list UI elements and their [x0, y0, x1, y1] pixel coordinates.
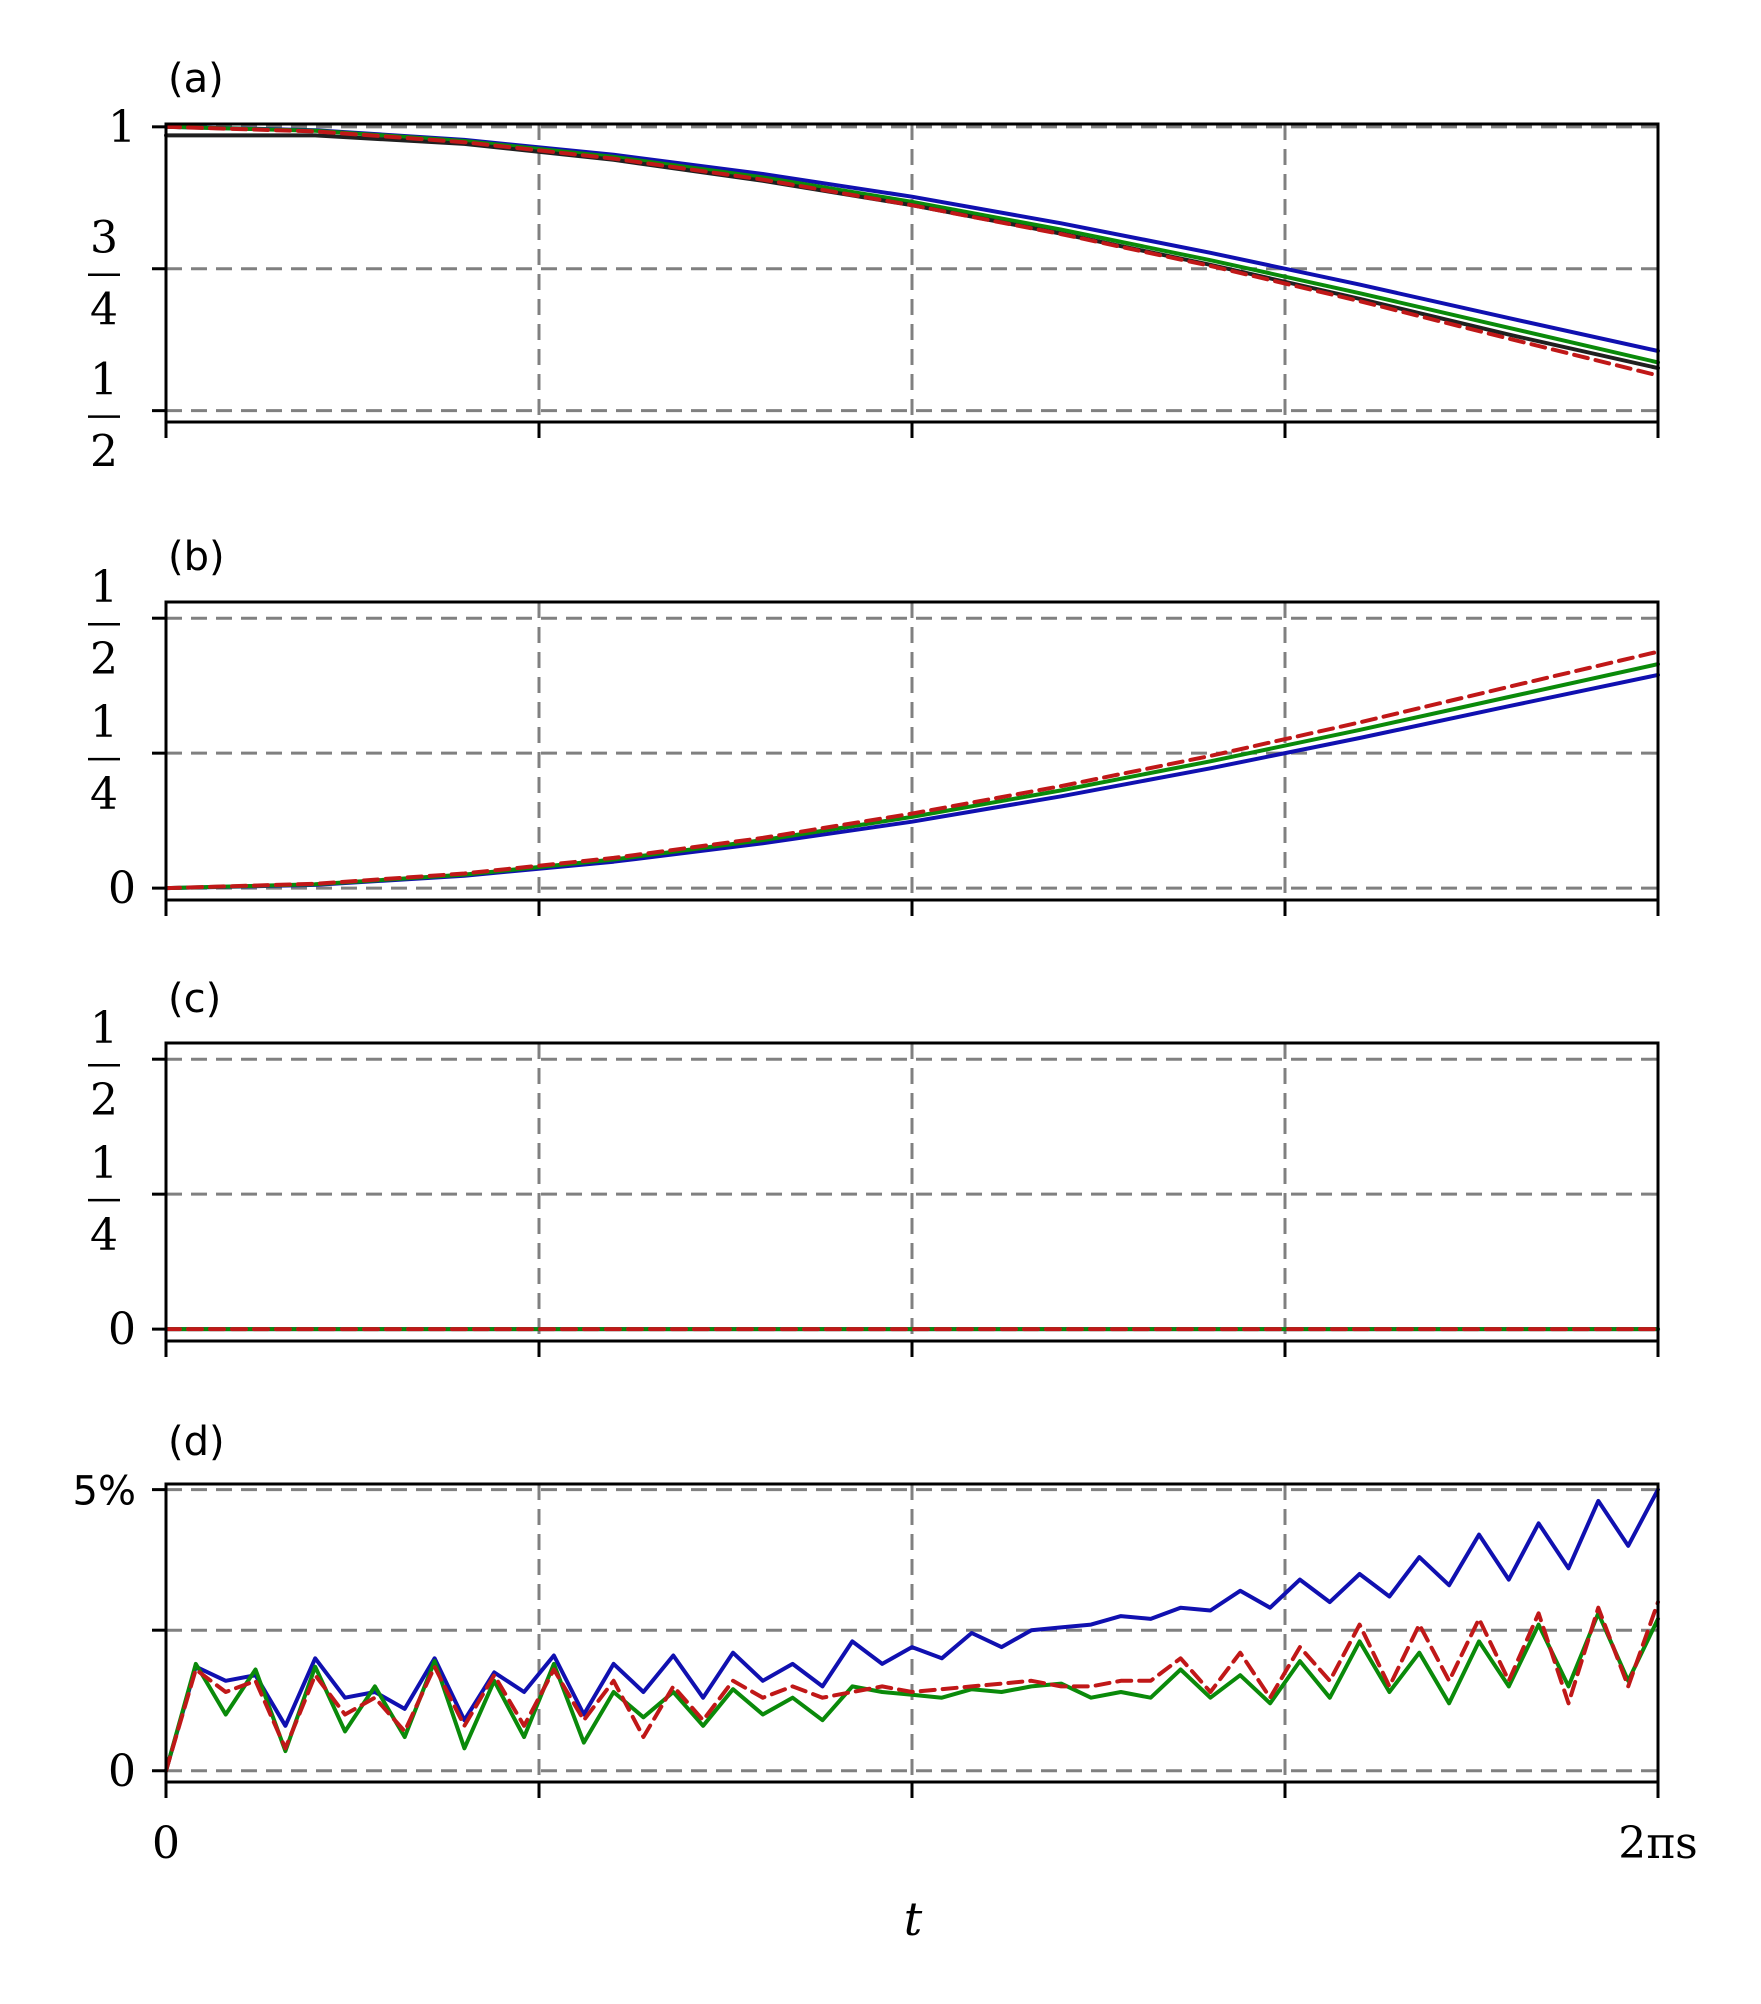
panel-b-y-tick-numerator: 1 — [90, 697, 118, 748]
panel-d-label: (d) — [168, 1419, 225, 1465]
panel-d-series-green — [164, 1611, 1660, 1773]
panel-d-series-red — [164, 1600, 1660, 1773]
panel-b-y-tick-numerator: 1 — [90, 562, 118, 613]
x-tick-label-end: 2πs — [1618, 1818, 1698, 1869]
panel-b-y-tick-denominator: 4 — [90, 769, 118, 820]
x-axis-title: t — [904, 1892, 923, 1946]
panel-a-label: (a) — [168, 56, 224, 102]
panel-a-y-tick-label: 1 — [108, 102, 136, 153]
panel-d-y-tick-label: 5% — [73, 1469, 136, 1515]
panel-a-y-tick-denominator: 4 — [90, 285, 118, 336]
x-tick-label-start: 0 — [152, 1818, 180, 1869]
panel-a-y-tick-numerator: 1 — [90, 355, 118, 406]
panel-c-y-tick-label: 0 — [108, 1304, 136, 1355]
panel-d: (d) 5% 0 — [73, 1419, 1660, 1798]
panel-b-series-red — [164, 649, 1660, 891]
panel-c-y-tick-numerator: 1 — [90, 1138, 118, 1189]
panel-c-y-tick-numerator: 1 — [90, 1003, 118, 1054]
panel-c-label: (c) — [168, 976, 221, 1022]
panel-b: (b) 1 2 1 4 0 — [88, 534, 1660, 916]
panel-a: (a) 1 3 4 1 2 — [88, 56, 1660, 478]
panel-a-series-red — [164, 124, 1660, 378]
panel-c-y-tick-denominator: 4 — [90, 1210, 118, 1261]
panel-c: (c) 1 2 1 4 0 — [88, 976, 1660, 1357]
panel-b-y-tick-label: 0 — [108, 863, 136, 914]
panel-a-y-tick-denominator: 2 — [90, 427, 118, 478]
panel-d-y-tick-label: 0 — [108, 1746, 136, 1797]
panel-b-y-tick-denominator: 2 — [90, 634, 118, 685]
panel-d-series-blue — [164, 1487, 1660, 1773]
panel-c-y-tick-denominator: 2 — [90, 1075, 118, 1126]
panel-b-label: (b) — [168, 534, 225, 580]
panel-a-y-tick-numerator: 3 — [90, 213, 118, 264]
